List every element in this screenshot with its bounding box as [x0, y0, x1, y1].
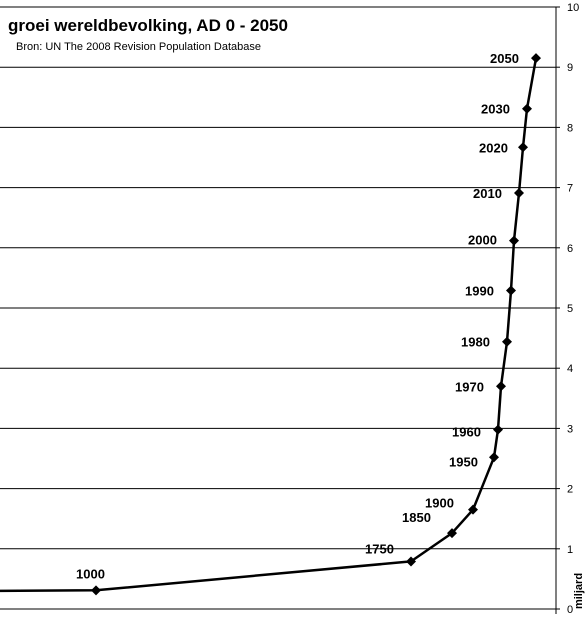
marker-1950: [489, 452, 499, 463]
data-label-2030: 2030: [481, 102, 510, 117]
y-tick-label-0: 0: [567, 604, 573, 616]
series-path: [0, 57, 538, 593]
y-tick-label-5: 5: [567, 303, 573, 315]
y-tick-label-4: 4: [567, 363, 573, 375]
data-label-1980: 1980: [461, 335, 490, 350]
marker-1970: [496, 381, 506, 392]
data-label-1950: 1950: [449, 454, 478, 469]
data-label-1960: 1960: [452, 425, 481, 440]
marker-2000: [509, 235, 519, 246]
y-axis-label: miljard: [573, 573, 585, 609]
marker-1980: [502, 336, 512, 347]
marker-1000: [91, 585, 101, 596]
data-label-2050: 2050: [490, 51, 519, 66]
data-label-1000: 1000: [76, 566, 105, 581]
data-markers: [91, 53, 541, 596]
data-label-1850: 1850: [402, 510, 431, 525]
data-label-1900: 1900: [425, 496, 454, 511]
marker-1990: [506, 285, 516, 296]
gridlines: [0, 6, 556, 610]
y-tick-label-7: 7: [567, 183, 573, 195]
data-label-1970: 1970: [455, 379, 484, 394]
marker-1900: [468, 504, 478, 515]
marker-1850: [447, 528, 457, 539]
y-tick-label-9: 9: [567, 62, 573, 74]
chart-subtitle: Bron: UN The 2008 Revision Population Da…: [16, 41, 262, 53]
y-tick-label-3: 3: [567, 423, 573, 435]
marker-1750: [406, 556, 416, 567]
marker-2030: [522, 103, 532, 114]
chart-title: groei wereldbevolking, AD 0 - 2050: [8, 16, 288, 35]
y-tick-label-6: 6: [567, 243, 573, 255]
y-tick-label-8: 8: [567, 122, 573, 134]
data-label-1750: 1750: [365, 541, 394, 556]
y-tick-label-10: 10: [567, 2, 579, 14]
marker-2020: [518, 142, 528, 153]
y-axis: 0 1 2 3 4 5 6 7 8 9 10 miljard: [555, 2, 585, 616]
data-label-2010: 2010: [473, 186, 502, 201]
data-label-2000: 2000: [468, 233, 497, 248]
series-line: [0, 57, 538, 593]
y-tick-label-1: 1: [567, 544, 573, 556]
data-label-1990: 1990: [465, 284, 494, 299]
marker-1960: [493, 424, 503, 435]
data-label-2020: 2020: [479, 140, 508, 155]
marker-2010: [514, 188, 524, 199]
marker-2050: [531, 53, 541, 64]
y-tick-label-2: 2: [567, 484, 573, 496]
